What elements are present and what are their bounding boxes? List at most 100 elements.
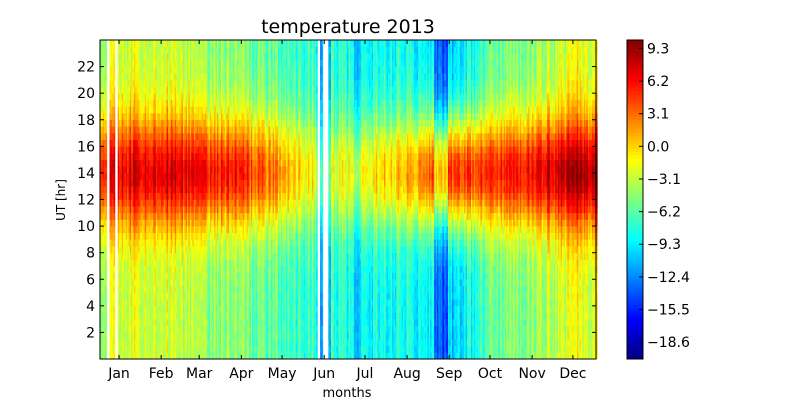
heatmap-cell: [125, 73, 128, 81]
heatmap-cell: [147, 133, 150, 140]
heatmap-cell: [136, 285, 139, 293]
heatmap-cell: [150, 186, 152, 194]
heatmap-cell: [136, 219, 139, 227]
heatmap-cell: [153, 40, 155, 47]
heatmap-cell: [161, 119, 163, 127]
heatmap-cell: [105, 179, 108, 187]
heatmap-cell: [169, 192, 171, 200]
heatmap-cell: [123, 305, 125, 313]
heatmap-cell: [140, 166, 143, 174]
heatmap-cell: [180, 126, 182, 134]
heatmap-cell: [148, 133, 151, 140]
heatmap-cell: [119, 46, 121, 54]
heatmap-cell: [110, 159, 113, 167]
heatmap-cell: [104, 172, 106, 180]
heatmap-cell: [112, 93, 114, 101]
heatmap-cell: [165, 93, 167, 101]
heatmap-cell: [123, 172, 125, 180]
heatmap-cell: [173, 345, 176, 353]
heatmap-cell: [176, 199, 178, 207]
heatmap-cell: [129, 265, 132, 273]
heatmap-cell: [174, 312, 177, 320]
heatmap-cell: [174, 119, 177, 127]
heatmap-cell: [113, 133, 116, 140]
heatmap-cell: [110, 332, 113, 340]
heatmap-cell: [150, 279, 152, 287]
heatmap-cell: [105, 73, 108, 81]
heatmap-cell: [133, 312, 136, 320]
heatmap-cell: [165, 232, 167, 240]
heatmap-cell: [172, 93, 174, 101]
heatmap-cell: [163, 332, 166, 340]
heatmap-cell: [162, 186, 165, 194]
heatmap-cell: [172, 192, 174, 200]
heatmap-cell: [157, 40, 159, 47]
heatmap-cell: [129, 106, 132, 114]
heatmap-cell: [135, 319, 137, 327]
heatmap-cell: [135, 246, 137, 253]
heatmap-cell: [113, 252, 116, 260]
heatmap-cell: [176, 239, 178, 247]
heatmap-cell: [100, 305, 102, 313]
heatmap-cell: [132, 133, 135, 140]
heatmap-cell: [104, 312, 106, 320]
heatmap-cell: [166, 345, 169, 353]
heatmap-cell: [113, 79, 116, 87]
heatmap-cell: [105, 299, 108, 307]
heatmap-cell: [172, 272, 174, 280]
heatmap-cell: [105, 339, 108, 347]
heatmap-cell: [153, 79, 155, 87]
heatmap-cell: [163, 239, 166, 247]
heatmap-cell: [162, 199, 165, 207]
heatmap-cell: [167, 192, 170, 200]
heatmap-cell: [146, 305, 148, 313]
heatmap-cell: [113, 212, 116, 220]
heatmap-cell: [172, 292, 174, 300]
heatmap-cell: [177, 59, 180, 67]
heatmap-cell: [170, 246, 173, 253]
heatmap-cell: [147, 192, 150, 200]
heatmap-cell: [147, 172, 150, 180]
heatmap-cell: [110, 292, 113, 300]
heatmap-cell: [105, 239, 108, 247]
heatmap-cell: [127, 252, 129, 260]
heatmap-cell: [101, 319, 104, 327]
heatmap-cell: [128, 199, 131, 207]
heatmap-cell: [174, 179, 177, 187]
heatmap-cell: [157, 206, 159, 214]
heatmap-cell: [113, 272, 116, 280]
heatmap-cell: [101, 166, 104, 174]
heatmap-cell: [154, 166, 157, 174]
heatmap-cell: [138, 212, 140, 220]
heatmap-cell: [101, 259, 104, 267]
heatmap-cell: [170, 106, 173, 114]
heatmap-cell: [181, 305, 184, 313]
heatmap-cell: [144, 332, 147, 340]
heatmap-cell: [127, 40, 129, 47]
heatmap-cell: [158, 192, 161, 200]
heatmap-cell: [157, 186, 159, 194]
heatmap-cell: [163, 166, 166, 174]
heatmap-cell: [113, 226, 116, 234]
heatmap-cell: [153, 226, 155, 234]
heatmap-cell: [131, 126, 133, 134]
heatmap-cell: [147, 259, 150, 267]
heatmap-cell: [158, 139, 161, 147]
heatmap-cell: [136, 46, 139, 54]
heatmap-cell: [142, 339, 144, 347]
heatmap-cell: [181, 319, 184, 327]
heatmap-cell: [100, 159, 102, 167]
heatmap-cell: [165, 279, 167, 287]
heatmap-cell: [127, 332, 129, 340]
heatmap-cell: [102, 93, 105, 101]
heatmap-cell: [128, 113, 131, 121]
heatmap-cell: [135, 46, 137, 54]
heatmap-cell: [166, 232, 169, 240]
heatmap-cell: [176, 226, 178, 234]
heatmap-cell: [101, 113, 104, 121]
heatmap-cell: [178, 312, 181, 320]
heatmap-cell: [105, 119, 108, 127]
heatmap-cell: [101, 299, 104, 307]
heatmap-cell: [158, 299, 161, 307]
heatmap-cell: [104, 345, 106, 353]
